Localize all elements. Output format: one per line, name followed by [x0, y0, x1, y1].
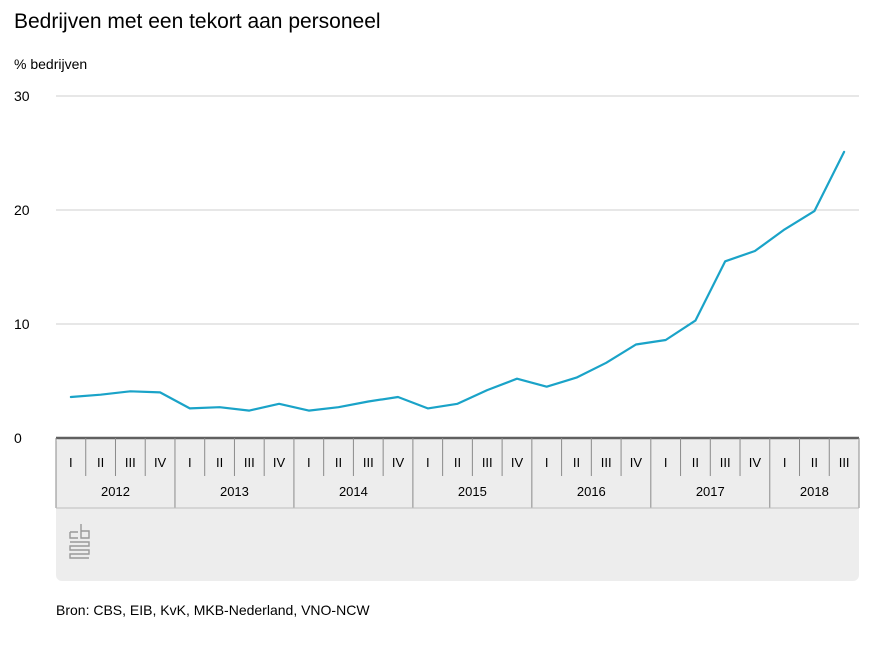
x-tick-label-quarter: II [216, 455, 223, 470]
source-note: Bron: CBS, EIB, KvK, MKB-Nederland, VNO-… [56, 602, 370, 618]
x-tick-label-year: 2014 [339, 484, 368, 499]
x-tick-label-quarter: III [244, 455, 255, 470]
x-tick-label-year: 2016 [577, 484, 606, 499]
chart-title: Bedrijven met een tekort aan personeel [14, 10, 381, 33]
x-tick-label-year: 2015 [458, 484, 487, 499]
y-tick-label: 20 [14, 202, 30, 218]
x-tick-label-quarter: III [363, 455, 374, 470]
x-tick-label-year: 2017 [696, 484, 725, 499]
x-tick-label-quarter: II [811, 455, 818, 470]
x-tick-label-quarter: III [720, 455, 731, 470]
x-tick-label-quarter: I [426, 455, 430, 470]
x-tick-label-quarter: I [69, 455, 73, 470]
x-tick-label-year: 2018 [800, 484, 829, 499]
x-tick-label-year: 2013 [220, 484, 249, 499]
x-tick-label-quarter: III [125, 455, 136, 470]
x-tick-label-quarter: I [783, 455, 787, 470]
x-tick-label-quarter: III [601, 455, 612, 470]
y-axis-label: % bedrijven [14, 56, 88, 72]
y-tick-label: 10 [14, 316, 30, 332]
x-tick-label-year: 2012 [101, 484, 130, 499]
x-tick-label-quarter: IV [630, 455, 643, 470]
cbs-logo-icon [69, 524, 90, 559]
x-tick-label-quarter: II [573, 455, 580, 470]
x-tick-label-quarter: II [692, 455, 699, 470]
x-tick-label-quarter: III [839, 455, 850, 470]
x-tick-label-quarter: II [335, 455, 342, 470]
y-tick-label: 30 [14, 88, 30, 104]
x-tick-label-quarter: I [545, 455, 549, 470]
x-tick-label-quarter: II [454, 455, 461, 470]
x-tick-label-quarter: I [664, 455, 668, 470]
series-line [69, 150, 846, 412]
axis-background-panel [56, 438, 859, 581]
x-tick-label-quarter: IV [392, 455, 405, 470]
x-tick-label-quarter: IV [749, 455, 762, 470]
x-tick-label-quarter: I [307, 455, 311, 470]
x-tick-label-quarter: III [482, 455, 493, 470]
x-tick-label-quarter: II [97, 455, 104, 470]
x-tick-label-quarter: I [188, 455, 192, 470]
x-tick-label-quarter: IV [511, 455, 524, 470]
x-tick-label-quarter: IV [154, 455, 167, 470]
y-tick-label: 0 [14, 430, 22, 446]
x-tick-label-quarter: IV [273, 455, 286, 470]
